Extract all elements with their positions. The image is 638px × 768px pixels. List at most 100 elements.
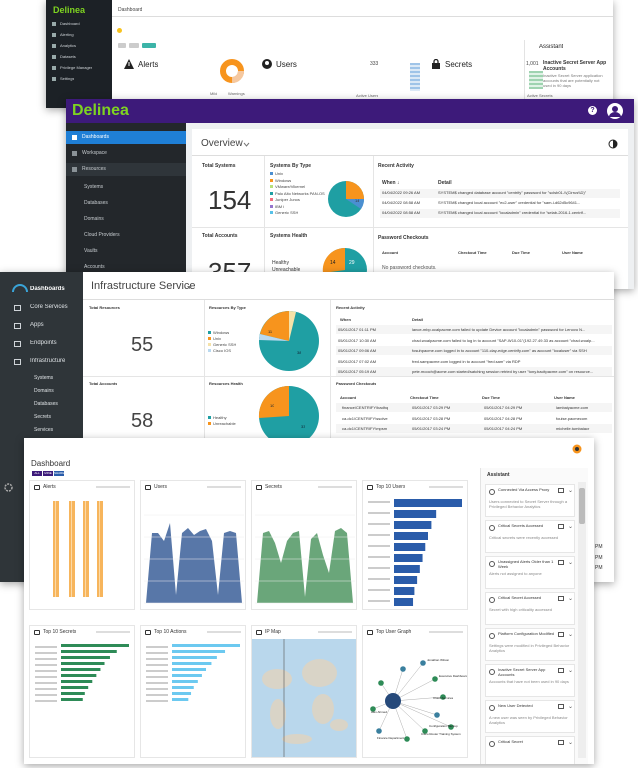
warning-icon — [124, 59, 134, 69]
gear-icon[interactable] — [4, 483, 13, 492]
table-row[interactable]: ca-dc1\CENTRIFY\ssolve 05/01/2017 03:28 P… — [336, 414, 612, 423]
sidebar-item-secrets[interactable]: Secrets — [0, 412, 83, 424]
table-row[interactable]: 04/04/2022 08:58 AM SYSTEM$ changed local… — [380, 209, 620, 218]
assistant-card[interactable]: New User Detected ⌄ A new user was seen by… — [485, 700, 575, 733]
filter-badge-shared[interactable]: SHARED — [54, 471, 64, 476]
col-when[interactable]: When ↓ — [382, 180, 400, 186]
chevron-down-icon[interactable]: ⌄ — [568, 560, 574, 566]
calendar-icon[interactable] — [558, 560, 564, 565]
sidebar-item-endpoints[interactable]: Endpoints — [0, 338, 83, 350]
sidebar-item-systems[interactable]: Systems — [0, 373, 83, 385]
sidebar-item-services[interactable]: Services — [0, 425, 83, 437]
sidebar-item[interactable]: Settings — [46, 75, 112, 84]
bar-label-placeholder — [368, 600, 390, 602]
calendar-icon[interactable] — [558, 704, 564, 709]
total-resources-value: 55 — [131, 334, 154, 356]
avatar-icon[interactable] — [572, 444, 582, 454]
menu-icon — [52, 22, 56, 26]
filter-badge[interactable] — [142, 43, 156, 48]
cell-when: 04/04/2022 09:26 AM — [382, 190, 421, 195]
sidebar-item-core-services[interactable]: Core Services — [0, 302, 83, 314]
table-row[interactable]: 05/01/2017 10:30 AM chad.woalpacme.com fa… — [336, 336, 612, 345]
calendar-icon[interactable] — [558, 596, 564, 601]
alerts-chart — [53, 501, 103, 597]
total-systems-value: 154 — [208, 185, 252, 215]
sidebar-item-cloud-providers[interactable]: Cloud Providers — [66, 229, 186, 242]
scrollbar[interactable] — [578, 482, 586, 758]
assistant-card[interactable]: Platform Configuration Modified ⌄ Settings… — [485, 628, 575, 661]
sidebar-item-dashboards[interactable]: Dashboards — [0, 284, 83, 296]
assistant-card[interactable]: Connected Via Access Proxy ⌄ Users connect… — [485, 484, 575, 517]
bar — [172, 662, 212, 665]
overview-title[interactable]: Overview — [201, 138, 243, 149]
menu-label: Analytics — [60, 43, 77, 48]
sidebar-item[interactable]: Datasets — [46, 53, 112, 62]
table-row[interactable]: 05/01/2017 01:11 PM lance-mbp.ocalpacme.c… — [336, 325, 612, 334]
legend-swatch — [270, 178, 273, 182]
sidebar-item-infrastructure[interactable]: Infrastructure — [0, 356, 83, 368]
assistant-card[interactable]: Unassigned Alerts Older than 1 Week ⌄ Aler… — [485, 556, 575, 589]
sidebar-item-resources[interactable]: Resources — [66, 163, 186, 176]
filter-badge-all[interactable]: ALL — [32, 471, 42, 476]
table-row[interactable]: finance\CENTRIFY\badhq 05/01/2017 03:29 P… — [336, 403, 612, 412]
sidebar-item-accounts[interactable]: Accounts — [66, 261, 186, 274]
calendar-icon[interactable] — [558, 668, 564, 673]
chevron-down-icon[interactable]: ⌄ — [568, 668, 574, 674]
sidebar-item-workspace[interactable]: Workspace — [66, 147, 186, 160]
help-icon[interactable]: ? — [588, 106, 597, 115]
chevron-down-icon[interactable]: ⌄ — [568, 596, 574, 602]
sidebar-item-databases[interactable]: Databases — [0, 399, 83, 411]
assistant-panel: Assistant Inactive Secret Server App Acc… — [524, 40, 612, 106]
scrollbar-thumb[interactable] — [579, 488, 585, 524]
sidebar-item-domains[interactable]: Domains — [0, 386, 83, 398]
nav-label: Services — [34, 427, 54, 433]
table-row[interactable]: 04/04/2022 09:26 AM SYSTEM$ changed datab… — [380, 189, 620, 198]
contrast-icon[interactable] — [608, 139, 618, 149]
sidebar-item-systems[interactable]: Systems — [66, 181, 186, 194]
bar-chart — [368, 499, 462, 606]
sidebar-item-apps[interactable]: Apps — [0, 320, 83, 332]
chevron-down-icon[interactable]: ⌄ — [568, 524, 574, 530]
assistant-card[interactable]: Critical Secrets Accessed ⌄ Critical secre… — [485, 520, 575, 553]
sidebar-item[interactable]: Alerting — [46, 31, 112, 40]
filter-badge[interactable] — [118, 43, 126, 48]
assistant-card[interactable]: Inactive Secret Server App Accounts ⌄ Acco… — [485, 664, 575, 697]
sidebar-item-databases[interactable]: Databases — [66, 197, 186, 210]
chevron-down-icon[interactable]: ⌄ — [568, 488, 574, 494]
bar-label-placeholder — [35, 688, 57, 690]
alert-bar-stripe — [55, 501, 56, 597]
table-row[interactable]: 05/01/2017 09:06 AM fosuhpacme.com logged… — [336, 346, 612, 355]
bar-label-placeholder — [35, 658, 57, 660]
alert-bar-stripe — [85, 501, 86, 597]
legend-label: Healthy — [213, 415, 227, 420]
sidebar-item-domains[interactable]: Domains — [66, 213, 186, 226]
sidebar-item-vaults[interactable]: Vaults — [66, 245, 186, 258]
chevron-down-icon[interactable] — [243, 141, 250, 148]
avatar-icon[interactable] — [606, 102, 624, 120]
page-title[interactable]: Infrastructure Service — [91, 280, 196, 292]
filter-badge-mine[interactable]: MINE — [43, 471, 53, 476]
calendar-icon[interactable] — [558, 488, 564, 493]
table-row[interactable]: 05/01/2017 07:02 AM fred.sampacme.com log… — [336, 357, 612, 366]
sidebar-item[interactable]: Analytics — [46, 42, 112, 51]
legend-item: Juniper Junos — [270, 197, 350, 203]
assistant-card[interactable]: Critical Secret Accessed ⌄ Secret with hig… — [485, 592, 575, 625]
chevron-down-icon[interactable] — [186, 284, 193, 291]
alert-icon — [489, 561, 495, 567]
filter-badge[interactable] — [129, 43, 139, 48]
table-row[interactable]: 05/01/2017 05:19 AM pete.mooch@acme.com s… — [336, 367, 612, 376]
calendar-icon[interactable] — [558, 524, 564, 529]
assistant-card[interactable]: Critical Secret ⌄ — [485, 736, 575, 764]
sidebar-item[interactable]: Dashboard — [46, 20, 112, 29]
sidebar-item[interactable]: Privilege Manager — [46, 64, 112, 73]
assistant-item-title[interactable]: Inactive Secret Server App Accounts — [543, 60, 607, 72]
table-row[interactable]: ca-dc1\CENTRIFY\mpsm 05/01/2017 03:24 PM 0… — [336, 424, 612, 433]
table-row[interactable]: 04/04/2022 08:58 AM SYSTEM$ changed local… — [380, 199, 620, 208]
chevron-down-icon[interactable]: ⌄ — [568, 632, 574, 638]
chevron-down-icon[interactable]: ⌄ — [568, 740, 574, 746]
calendar-icon[interactable] — [558, 740, 564, 745]
sidebar-item-dashboards[interactable]: Dashboards — [66, 131, 186, 144]
calendar-icon[interactable] — [558, 632, 564, 637]
chevron-down-icon[interactable]: ⌄ — [568, 704, 574, 710]
col-when[interactable]: When — [340, 317, 351, 322]
